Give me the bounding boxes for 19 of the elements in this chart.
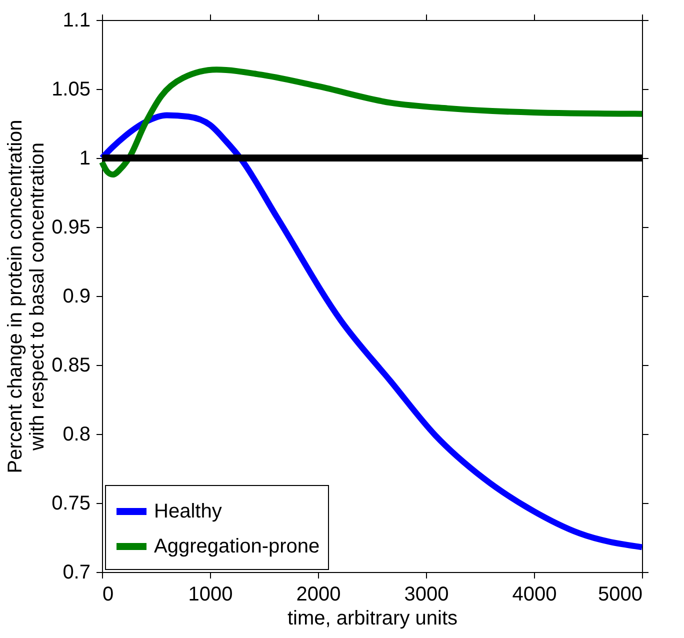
y-tick-label: 1.1 bbox=[62, 10, 90, 32]
y-tick-label: 0.9 bbox=[62, 286, 90, 308]
x-tick-label: 0 bbox=[102, 584, 114, 606]
y-tick-label: 1 bbox=[79, 148, 90, 170]
x-axis-title: time, arbitrary units bbox=[287, 608, 458, 630]
y-tick-label: 0.8 bbox=[62, 424, 90, 446]
y-tick-label: 0.85 bbox=[52, 354, 90, 376]
y-tick-label: 0.7 bbox=[62, 562, 90, 584]
y-tick-label: 0.95 bbox=[52, 216, 90, 238]
legend-label: Aggregation-prone bbox=[154, 536, 320, 558]
x-tick-label: 1000 bbox=[188, 584, 233, 606]
y-tick-label: 1.05 bbox=[52, 78, 90, 100]
y-tick-label: 0.75 bbox=[52, 492, 90, 514]
y-axis-title: Percent change in protein concentration with respect to basal concentration bbox=[4, 120, 49, 474]
x-tick-label: 3000 bbox=[404, 584, 449, 606]
x-tick-label: 5000 bbox=[598, 584, 642, 606]
legend-label: Healthy bbox=[154, 500, 222, 522]
x-tick-label: 2000 bbox=[296, 584, 341, 606]
x-tick-label: 4000 bbox=[512, 584, 557, 606]
